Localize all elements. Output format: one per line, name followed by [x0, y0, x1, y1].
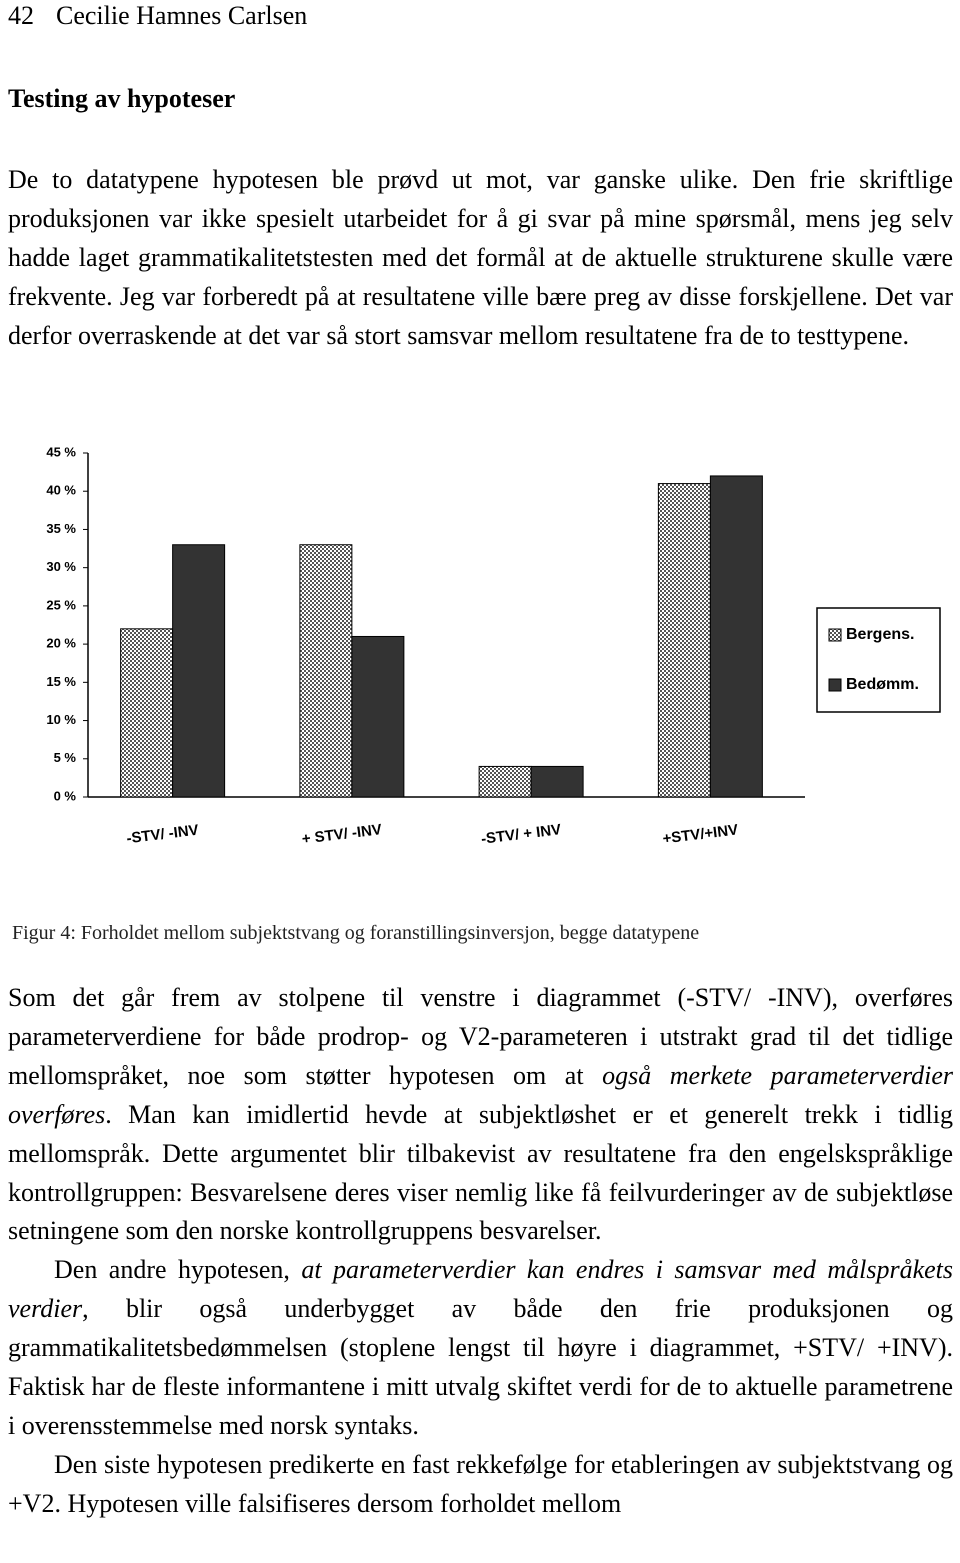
bar: [120, 628, 174, 798]
legend-box: [816, 607, 941, 713]
y-tick-label: 20 %: [46, 636, 76, 651]
y-tick-label: 35 %: [46, 521, 76, 536]
bar: [657, 483, 711, 798]
paragraph: Den andre hypotesen, at parameterverdier…: [8, 1251, 953, 1446]
text-run: Den andre hypotesen,: [54, 1255, 302, 1285]
y-tick-label: 40 %: [46, 483, 76, 498]
text-run: Som det går frem av stolpene til venstre…: [8, 983, 953, 1090]
bar: [478, 765, 532, 798]
section-heading: Testing av hypoteser: [8, 84, 236, 113]
y-tick-label: 10 %: [46, 712, 76, 727]
y-tick-label: 45 %: [46, 444, 76, 459]
x-tick-label: +STV/+INV: [662, 821, 739, 847]
running-header: 42 Cecilie Hamnes Carlsen: [8, 0, 307, 32]
bar: [530, 765, 584, 798]
x-tick-label: + STV/ -INV: [301, 821, 383, 848]
y-tick-label: 0 %: [54, 788, 77, 803]
text-block: De to datatypene hypotesen ble prøvd ut …: [8, 161, 953, 356]
chart: 0 % 5 % 10 % 15 % 20 % 25 % 30 % 35 % 40 % 45 % -S…: [46, 444, 941, 848]
paragraph: De to datatypene hypotesen ble prøvd ut …: [8, 161, 953, 356]
text-block: Som det går frem av stolpene til venstre…: [8, 979, 953, 1524]
author: Cecilie Hamnes Carlsen: [56, 1, 308, 30]
y-tick-label: 30 %: [46, 559, 76, 574]
y-tick-label: 25 %: [46, 597, 76, 612]
figure-caption: Figur 4: Forholdet mellom subjektstvang …: [12, 922, 700, 944]
legend-swatch: [828, 628, 842, 642]
bar: [172, 544, 226, 798]
bar: [351, 635, 405, 798]
x-tick-label: -STV/ + INV: [480, 821, 562, 848]
legend-label: Bergens.: [846, 626, 914, 643]
text-run: Den siste hypotesen predikerte en fast r…: [8, 1449, 953, 1518]
text-run: De to datatypene hypotesen ble prøvd ut …: [8, 165, 953, 350]
legend-label: Bedømm.: [846, 676, 919, 693]
text-run: . Man kan imidlertid hevde at subjektløs…: [8, 1099, 953, 1246]
y-tick-label: 5 %: [54, 750, 77, 765]
y-tick-label: 15 %: [46, 674, 76, 689]
bar: [299, 544, 353, 798]
italic-text: at parameterverdier kan endres i samsvar…: [8, 1255, 953, 1324]
legend-swatch: [828, 678, 842, 692]
page-number: 42: [8, 1, 34, 30]
text-run: , blir også underbygget av både den frie…: [8, 1294, 953, 1440]
italic-text: også merkete parameterverdier overføres: [8, 1060, 954, 1129]
x-tick-label: -STV/ -INV: [126, 822, 200, 848]
bar: [709, 475, 763, 798]
paragraph: Den siste hypotesen predikerte en fast r…: [8, 1446, 953, 1524]
paragraph: Som det går frem av stolpene til venstre…: [8, 979, 953, 1251]
